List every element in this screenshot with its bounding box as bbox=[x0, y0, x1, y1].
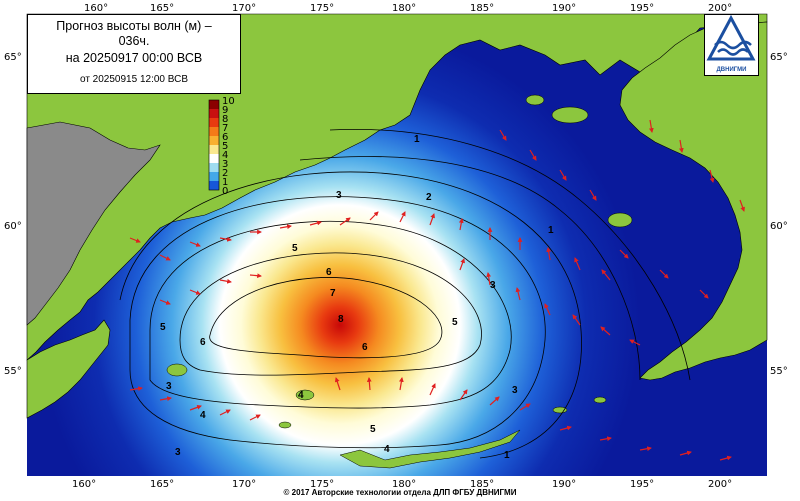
svg-text:6: 6 bbox=[222, 132, 228, 143]
svg-text:200°: 200° bbox=[708, 479, 732, 490]
svg-text:4: 4 bbox=[298, 390, 304, 401]
svg-text:170°: 170° bbox=[232, 479, 256, 490]
dvnigmi-logo: ДВНИГМИ bbox=[704, 14, 759, 76]
logo-label: ДВНИГМИ bbox=[716, 67, 747, 73]
svg-text:185°: 185° bbox=[470, 479, 494, 490]
isoline-labels: 1 2 3 1 3 5 6 7 8 6 5 5 4 3 4 3 5 4 6 3 … bbox=[160, 134, 554, 461]
svg-text:4: 4 bbox=[384, 444, 390, 455]
svg-text:60°: 60° bbox=[770, 221, 788, 232]
svg-text:195°: 195° bbox=[630, 479, 654, 490]
svg-text:160°: 160° bbox=[72, 479, 96, 490]
svg-text:55°: 55° bbox=[4, 366, 22, 377]
wave-triangle-logo-icon bbox=[706, 14, 756, 61]
svg-text:165°: 165° bbox=[150, 479, 174, 490]
svg-text:190°: 190° bbox=[552, 479, 576, 490]
svg-text:1: 1 bbox=[222, 177, 228, 188]
svg-text:5: 5 bbox=[452, 317, 458, 328]
svg-text:7: 7 bbox=[222, 123, 228, 134]
svg-text:7: 7 bbox=[330, 288, 336, 299]
svg-text:175°: 175° bbox=[310, 479, 334, 490]
svg-text:10: 10 bbox=[222, 96, 235, 107]
wave-direction-arrows bbox=[129, 119, 745, 461]
svg-text:1: 1 bbox=[414, 134, 420, 145]
svg-text:3: 3 bbox=[175, 447, 181, 458]
svg-text:4: 4 bbox=[200, 410, 206, 421]
forecast-info-box: Прогноз высоты волн (м) –036ч. на 202509… bbox=[27, 14, 241, 94]
svg-text:3: 3 bbox=[166, 381, 172, 392]
svg-text:2: 2 bbox=[426, 192, 432, 203]
svg-text:2: 2 bbox=[222, 168, 228, 179]
svg-text:1: 1 bbox=[548, 225, 554, 236]
svg-text:65°: 65° bbox=[770, 52, 788, 63]
svg-text:190°: 190° bbox=[552, 3, 576, 14]
svg-text:180°: 180° bbox=[392, 479, 416, 490]
latitude-labels: 65° 60° 55° 65° 60° 55° bbox=[4, 52, 788, 377]
svg-text:200°: 200° bbox=[708, 3, 732, 14]
svg-text:160°: 160° bbox=[84, 3, 108, 14]
svg-text:170°: 170° bbox=[232, 3, 256, 14]
unknown-land bbox=[26, 121, 161, 326]
forecast-title: Прогноз высоты волн (м) –036ч. bbox=[56, 19, 212, 48]
svg-text:65°: 65° bbox=[4, 52, 22, 63]
svg-text:9: 9 bbox=[222, 105, 228, 116]
svg-text:1: 1 bbox=[504, 450, 510, 461]
svg-text:195°: 195° bbox=[630, 3, 654, 14]
svg-text:5: 5 bbox=[292, 243, 298, 254]
svg-text:4: 4 bbox=[222, 150, 228, 161]
svg-text:6: 6 bbox=[326, 267, 332, 278]
run-time: от 20250915 12:00 ВСВ bbox=[79, 74, 188, 85]
svg-text:3: 3 bbox=[222, 159, 228, 170]
svg-text:8: 8 bbox=[338, 314, 344, 325]
svg-text:55°: 55° bbox=[770, 366, 788, 377]
longitude-labels-top: 160° 165° 170° 175° 180° 185° 190° 195° … bbox=[84, 3, 732, 14]
svg-text:5: 5 bbox=[222, 141, 228, 152]
svg-text:3: 3 bbox=[490, 280, 496, 291]
svg-text:180°: 180° bbox=[392, 3, 416, 14]
svg-text:6: 6 bbox=[200, 337, 206, 348]
svg-text:175°: 175° bbox=[310, 3, 334, 14]
svg-text:60°: 60° bbox=[4, 221, 22, 232]
svg-text:5: 5 bbox=[370, 424, 376, 435]
svg-text:3: 3 bbox=[512, 385, 518, 396]
copyright-footer: © 2017 Авторские технологии отдела ДЛП Ф… bbox=[283, 488, 517, 497]
svg-text:165°: 165° bbox=[150, 3, 174, 14]
color-scale-bar: 10 9 8 7 6 5 4 3 2 1 0 bbox=[208, 96, 235, 197]
forecast-time: на 20250917 00:00 ВСВ bbox=[65, 51, 203, 65]
svg-text:3: 3 bbox=[336, 190, 342, 201]
longitude-labels-bottom: 160° 165° 170° 175° 180° 185° 190° 195° … bbox=[72, 479, 732, 490]
svg-text:0: 0 bbox=[222, 186, 228, 197]
svg-text:5: 5 bbox=[160, 322, 166, 333]
svg-text:185°: 185° bbox=[470, 3, 494, 14]
svg-text:8: 8 bbox=[222, 114, 228, 125]
isoline-contours bbox=[119, 129, 691, 459]
svg-text:6: 6 bbox=[362, 342, 368, 353]
